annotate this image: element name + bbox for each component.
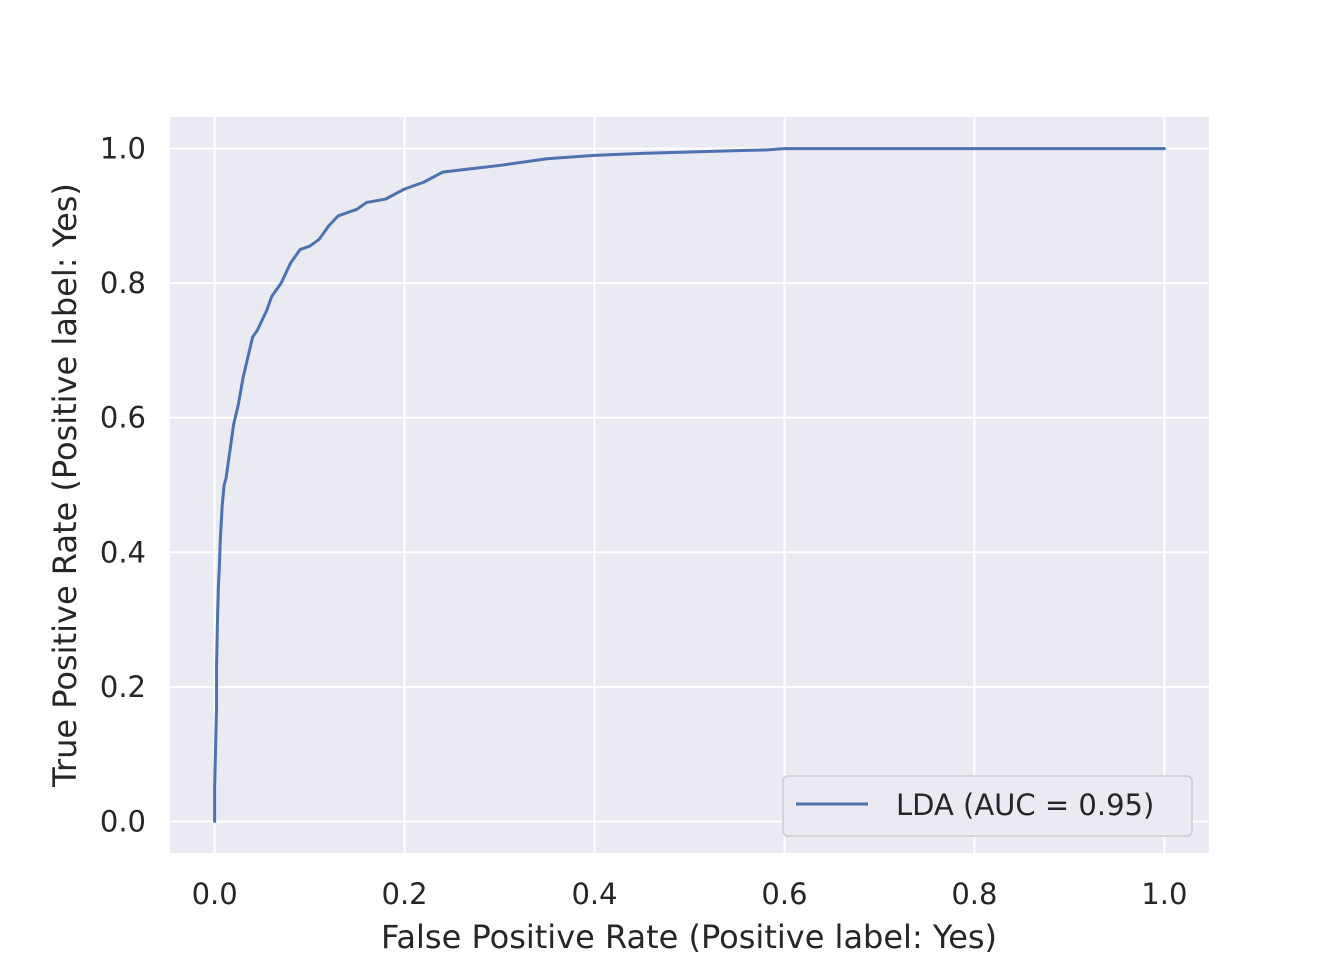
y-tick-label: 0.0 (100, 804, 146, 838)
y-tick-label: 0.4 (100, 535, 146, 569)
x-tick-label: 0.2 (382, 877, 428, 911)
legend: LDA (AUC = 0.95) (782, 775, 1193, 837)
y-tick-label: 0.6 (100, 401, 146, 435)
grid-lines (170, 117, 1209, 853)
legend-entry-label: LDA (AUC = 0.95) (896, 788, 1154, 822)
x-axis-label: False Positive Rate (Positive label: Yes… (381, 918, 997, 956)
y-tick-label: 1.0 (100, 132, 146, 166)
x-axis-ticks: 0.0 0.2 0.4 0.6 0.8 1.0 (192, 877, 1188, 911)
x-tick-label: 0.8 (951, 877, 997, 911)
series-layer (213, 147, 1166, 823)
roc-curve-line (213, 147, 1166, 823)
y-axis-ticks: 0.0 0.2 0.4 0.6 0.8 1.0 (100, 132, 146, 839)
y-axis-label: True Positive Rate (Positive label: Yes) (46, 183, 84, 788)
y-tick-label: 0.2 (100, 670, 146, 704)
x-tick-label: 0.6 (761, 877, 807, 911)
x-tick-label: 0.4 (571, 877, 617, 911)
legend-box (782, 775, 1193, 837)
x-tick-label: 0.0 (192, 877, 238, 911)
x-tick-label: 1.0 (1141, 877, 1187, 911)
plot-area (170, 117, 1209, 853)
y-tick-label: 0.8 (100, 266, 146, 300)
